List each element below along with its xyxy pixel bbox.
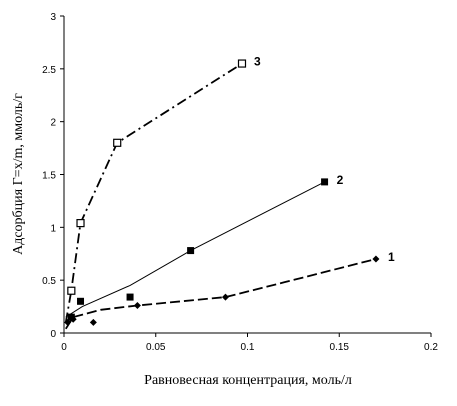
series-3: 3 (64, 55, 261, 323)
x-tick-label: 0.15 (330, 342, 350, 353)
y-tick-label: 2 (50, 118, 56, 129)
y-tick-label: 1 (50, 223, 56, 234)
series-2-point (77, 297, 85, 305)
y-tick-label: 3 (50, 12, 56, 23)
x-tick-label: 0.2 (424, 342, 438, 353)
series-1-point (372, 255, 380, 263)
series-1-label: 1 (388, 250, 395, 264)
y-tick-label: 1.5 (42, 171, 56, 182)
y-ticks: 0 0.5 1 1.5 2 2.5 3 (42, 12, 64, 340)
x-tick-label: 0.1 (241, 342, 255, 353)
y-tick-label: 0 (50, 329, 56, 340)
series-2-point (187, 247, 195, 255)
series-3-point (113, 138, 122, 147)
series-1-point (89, 318, 97, 326)
series-3-line (64, 62, 243, 323)
series-3-point (67, 286, 76, 295)
series-3-point (76, 219, 85, 228)
y-axis-title: Адсорбция Г=x/m, ммоль/г (11, 93, 26, 255)
series-2-label: 2 (337, 173, 344, 187)
series-2-line (65, 181, 325, 318)
series-3-point (237, 59, 247, 68)
x-ticks: 0 0.05 0.1 0.15 0.2 (61, 333, 438, 353)
series-layer: 1 2 3 (64, 55, 395, 330)
x-axis-title: Равновесная концентрация, моль/л (144, 373, 352, 388)
series-2: 2 (65, 173, 344, 321)
y-tick-label: 0.5 (42, 276, 56, 287)
series-2-point (126, 293, 134, 301)
series-2-point (67, 313, 75, 321)
plot-area: 0 0.05 0.1 0.15 0.2 0 0.5 1 1.5 2 2.5 3 1 2 3 (42, 12, 438, 353)
x-tick-label: 0.05 (146, 342, 166, 353)
y-tick-label: 2.5 (42, 65, 56, 76)
series-2-point (321, 178, 329, 186)
x-tick-label: 0 (61, 342, 67, 353)
series-1-line (65, 258, 377, 330)
series-1: 1 (64, 250, 395, 330)
series-1-point (221, 293, 229, 301)
series-3-label: 3 (254, 55, 261, 69)
series-1-point (133, 302, 141, 310)
